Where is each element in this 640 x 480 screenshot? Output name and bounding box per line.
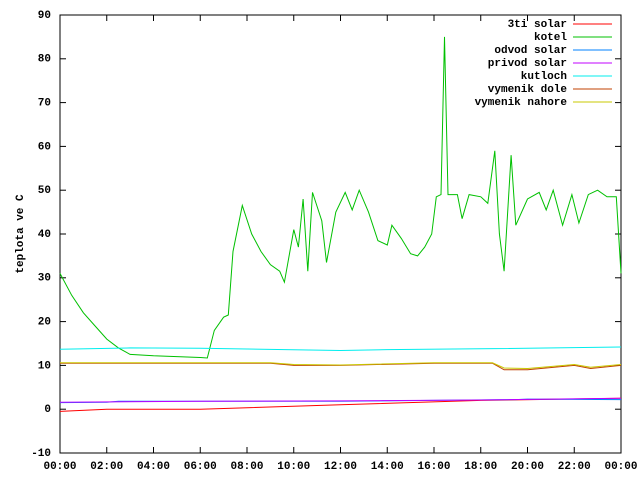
- legend-label: 3ti solar: [508, 19, 567, 31]
- x-tick-label: 00:00: [43, 461, 76, 473]
- y-tick-label: 50: [38, 185, 51, 197]
- x-tick-label: 20:00: [511, 461, 544, 473]
- y-tick-label: -10: [31, 448, 51, 460]
- series-line: [60, 362, 622, 371]
- y-tick-label: 20: [38, 317, 51, 329]
- legend-label: kotel: [534, 32, 567, 44]
- x-tick-label: 22:00: [558, 461, 591, 473]
- x-tick-label: 16:00: [417, 461, 450, 473]
- y-tick-label: 70: [38, 98, 51, 110]
- y-tick-label: 80: [38, 54, 51, 66]
- legend-label: kutloch: [521, 71, 567, 83]
- x-tick-label: 14:00: [371, 461, 404, 473]
- y-tick-label: 40: [38, 229, 51, 241]
- series-line: [60, 362, 622, 370]
- x-tick-label: 04:00: [137, 461, 170, 473]
- series-line: [59, 36, 622, 359]
- series-line: [59, 397, 622, 412]
- y-tick-label: 0: [44, 404, 51, 416]
- x-tick-label: 08:00: [230, 461, 263, 473]
- legend-label: odvod solar: [494, 45, 567, 57]
- x-tick-label: 02:00: [90, 461, 123, 473]
- x-tick-label: 12:00: [324, 461, 357, 473]
- y-axis-label: teplota ve C: [15, 194, 27, 274]
- x-tick-label: 06:00: [184, 461, 217, 473]
- series-line: [59, 346, 622, 352]
- legend-label: privod solar: [488, 58, 567, 70]
- x-tick-label: 10:00: [277, 461, 310, 473]
- y-tick-label: 60: [38, 141, 51, 153]
- x-tick-label: 18:00: [464, 461, 497, 473]
- y-tick-label: 90: [38, 10, 51, 22]
- y-tick-label: 30: [38, 273, 51, 285]
- x-tick-label: 00:00: [604, 461, 637, 473]
- legend-label: vymenik nahore: [475, 97, 568, 109]
- y-tick-label: 10: [38, 360, 51, 372]
- series-line: [59, 397, 622, 403]
- legend-label: vymenik dole: [488, 84, 568, 96]
